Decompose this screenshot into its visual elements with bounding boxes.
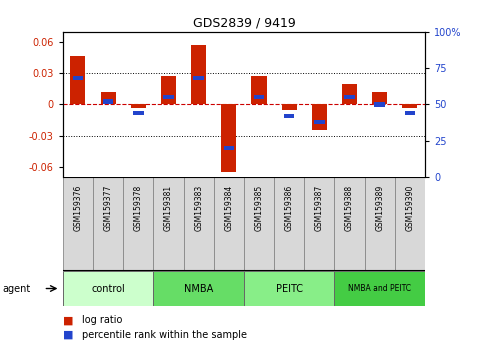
Text: GSM159376: GSM159376 (73, 184, 83, 231)
Bar (282, 104, 297, 110)
Bar (395, 177, 425, 271)
Title: GDS2839 / 9419: GDS2839 / 9419 (193, 16, 295, 29)
Bar (193, 76, 204, 80)
Bar (312, 104, 327, 130)
Bar (374, 102, 385, 107)
Bar (221, 104, 236, 172)
Bar (344, 95, 355, 99)
Bar (365, 177, 395, 271)
Bar (402, 104, 417, 108)
Bar (154, 177, 184, 271)
Bar (224, 146, 234, 150)
Bar (63, 177, 93, 271)
Text: ■: ■ (63, 330, 73, 339)
Bar (103, 99, 114, 104)
Bar (304, 177, 334, 271)
Text: ■: ■ (63, 315, 73, 325)
Text: GSM159389: GSM159389 (375, 184, 384, 231)
Bar (284, 114, 295, 118)
Bar (334, 271, 425, 306)
Bar (71, 56, 85, 104)
Bar (161, 76, 176, 104)
Bar (163, 95, 174, 99)
Bar (72, 76, 83, 80)
Bar (372, 92, 387, 104)
Text: agent: agent (2, 284, 30, 293)
Bar (244, 271, 334, 306)
Bar (405, 111, 415, 115)
Text: GSM159377: GSM159377 (103, 184, 113, 231)
Bar (123, 177, 154, 271)
Bar (154, 271, 244, 306)
Bar (184, 177, 213, 271)
Text: GSM159378: GSM159378 (134, 184, 143, 231)
Bar (93, 177, 123, 271)
Bar (213, 177, 244, 271)
Text: control: control (91, 284, 125, 293)
Bar (63, 271, 154, 306)
Bar (100, 92, 115, 104)
Text: NMBA: NMBA (184, 284, 213, 293)
Text: GSM159385: GSM159385 (255, 184, 264, 231)
Text: GSM159384: GSM159384 (224, 184, 233, 231)
Bar (314, 120, 325, 124)
Text: GSM159386: GSM159386 (284, 184, 294, 231)
Text: NMBA and PEITC: NMBA and PEITC (348, 284, 411, 293)
Bar (254, 95, 264, 99)
Text: GSM159383: GSM159383 (194, 184, 203, 231)
Text: log ratio: log ratio (82, 315, 123, 325)
Text: percentile rank within the sample: percentile rank within the sample (82, 330, 247, 339)
Bar (342, 84, 357, 104)
Text: GSM159381: GSM159381 (164, 184, 173, 230)
Text: GSM159390: GSM159390 (405, 184, 414, 231)
Bar (133, 111, 143, 115)
Bar (274, 177, 304, 271)
Text: PEITC: PEITC (276, 284, 303, 293)
Bar (191, 45, 206, 104)
Bar (252, 76, 267, 104)
Text: GSM159388: GSM159388 (345, 184, 354, 230)
Bar (131, 104, 146, 108)
Bar (334, 177, 365, 271)
Bar (244, 177, 274, 271)
Text: GSM159387: GSM159387 (315, 184, 324, 231)
